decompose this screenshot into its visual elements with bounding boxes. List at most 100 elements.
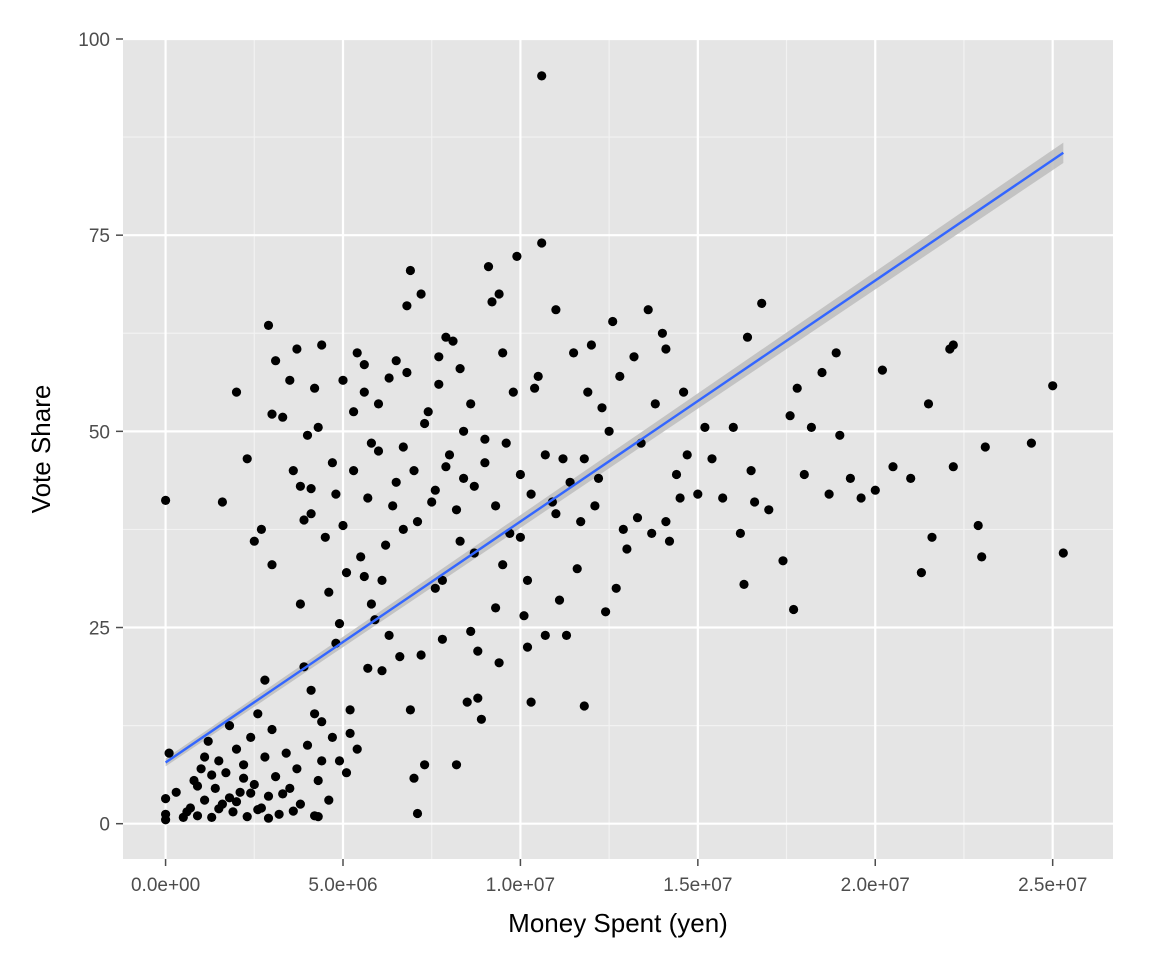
data-point: [359, 360, 369, 370]
data-point: [473, 646, 483, 656]
data-point: [441, 462, 451, 472]
data-point: [707, 454, 717, 464]
data-point: [334, 756, 345, 766]
data-point: [356, 552, 366, 562]
data-points: [161, 71, 1068, 825]
data-point: [398, 442, 408, 452]
data-point: [327, 732, 337, 743]
data-point: [313, 812, 323, 822]
data-point: [451, 505, 462, 515]
data-point: [916, 568, 927, 578]
data-point: [253, 709, 263, 719]
data-point: [224, 721, 235, 731]
data-point: [476, 714, 486, 724]
x-tick-label: 2.0e+07: [841, 875, 910, 896]
data-point: [285, 375, 295, 385]
data-point: [207, 770, 217, 780]
x-tick-label: 0.0e+00: [131, 875, 200, 896]
data-point: [437, 634, 447, 644]
data-point: [306, 509, 316, 519]
data-point: [207, 812, 217, 823]
data-point: [317, 717, 327, 727]
data-point: [831, 348, 841, 358]
data-point: [341, 568, 352, 578]
data-point: [778, 556, 788, 566]
data-point: [561, 630, 572, 641]
x-tick-label: 1.0e+07: [486, 875, 555, 896]
data-point: [473, 693, 483, 703]
data-point: [519, 611, 529, 621]
data-point: [586, 340, 597, 350]
data-point: [388, 501, 398, 511]
data-point: [377, 575, 387, 586]
data-point: [310, 709, 320, 719]
data-point: [494, 289, 504, 299]
data-point: [604, 426, 614, 436]
data-point: [927, 532, 937, 542]
data-point: [405, 265, 415, 276]
y-axis-title: Vote Share: [26, 385, 56, 514]
data-point: [923, 399, 934, 409]
data-point: [192, 781, 203, 791]
data-point: [242, 812, 252, 822]
data-point: [657, 328, 668, 338]
data-point: [402, 301, 412, 311]
grid-minor: [123, 39, 1113, 859]
data-point: [888, 462, 898, 472]
data-point: [835, 430, 845, 440]
data-point: [1058, 548, 1068, 558]
data-point: [764, 505, 774, 515]
data-point: [271, 356, 281, 366]
data-point: [299, 515, 309, 525]
data-point: [249, 536, 259, 546]
data-point: [352, 744, 362, 754]
data-point: [409, 466, 419, 476]
data-point: [615, 371, 625, 381]
data-point: [310, 383, 320, 393]
data-point: [214, 804, 224, 814]
data-point: [302, 740, 313, 750]
data-point: [530, 383, 540, 393]
data-point: [384, 373, 394, 383]
data-point: [288, 466, 298, 476]
data-point: [948, 340, 958, 350]
data-point: [980, 442, 990, 452]
data-point: [263, 320, 274, 330]
data-point: [317, 756, 327, 766]
data-point: [352, 348, 362, 358]
data-point: [366, 438, 376, 448]
data-point: [214, 756, 224, 766]
data-point: [661, 344, 671, 354]
data-point: [806, 422, 817, 432]
data-point: [572, 564, 582, 574]
data-point: [611, 583, 621, 593]
y-axis: 0 25 50 75 100: [78, 30, 123, 836]
data-point: [192, 811, 203, 821]
y-tick-label: 25: [89, 619, 110, 640]
data-point: [253, 805, 263, 815]
data-point: [295, 481, 305, 491]
data-point: [739, 579, 749, 590]
data-point: [501, 438, 511, 448]
data-point: [824, 489, 834, 499]
data-point: [217, 497, 227, 507]
data-point: [491, 603, 501, 613]
data-point: [817, 367, 827, 378]
data-point: [278, 789, 288, 799]
data-point: [444, 450, 455, 460]
data-point: [338, 520, 348, 531]
data-point: [391, 477, 401, 487]
data-point: [551, 509, 561, 519]
data-point: [313, 422, 323, 432]
data-point: [576, 517, 586, 527]
data-point: [451, 760, 462, 770]
data-point: [540, 450, 550, 460]
data-point: [256, 524, 266, 535]
data-point: [239, 760, 249, 770]
data-point: [161, 809, 171, 819]
data-point: [661, 517, 671, 527]
data-point: [583, 387, 593, 397]
data-point: [579, 454, 589, 464]
data-point: [363, 493, 373, 503]
fit-line-group: [164, 151, 1064, 764]
